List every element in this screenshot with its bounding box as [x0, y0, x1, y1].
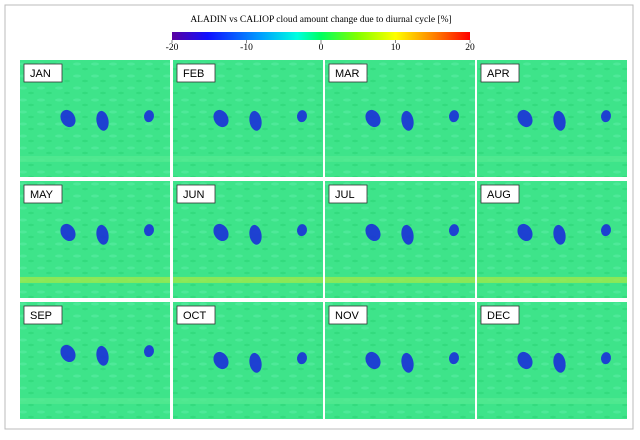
map-band [325, 398, 475, 404]
map-panel: JUL [325, 181, 475, 298]
map-band [325, 156, 475, 162]
map-band [20, 277, 170, 283]
map-panel: MAY [20, 181, 170, 298]
map-panel: FEB [173, 60, 323, 177]
map-band [20, 398, 170, 404]
panel-label: JAN [30, 68, 51, 80]
title: ALADIN vs CALIOP cloud amount change due… [190, 15, 451, 25]
map-panel: AUG [477, 181, 627, 298]
map-panel: JUN [173, 181, 323, 298]
panel-label: OCT [183, 310, 207, 322]
colorbar-tick-label: -10 [240, 43, 253, 53]
map-panel: MAR [325, 60, 475, 177]
panel-label: MAY [30, 189, 54, 201]
colorbar-tick-label: 0 [319, 43, 324, 53]
colorbar-tick-label: 20 [465, 43, 475, 53]
map-panel: SEP [20, 302, 170, 419]
panel-label: AUG [487, 189, 511, 201]
map-panel: JAN [20, 60, 170, 177]
map-band [477, 156, 627, 162]
colorbar-tick-label: 10 [391, 43, 401, 53]
panel-label: SEP [30, 310, 52, 322]
panel-label: NOV [335, 310, 360, 322]
map-band [20, 156, 170, 162]
map-band [477, 398, 627, 404]
map-band [173, 277, 323, 283]
map-panel: NOV [325, 302, 475, 419]
panel-label: MAR [335, 68, 360, 80]
map-band [477, 277, 627, 283]
figure: ALADIN vs CALIOP cloud amount change due… [0, 0, 640, 435]
colorbar [172, 32, 470, 40]
panel-label: FEB [183, 68, 204, 80]
panel-label: APR [487, 68, 510, 80]
map-band [173, 156, 323, 162]
map-panel: APR [477, 60, 627, 177]
map-panel: OCT [173, 302, 323, 419]
panel-label: JUN [183, 189, 204, 201]
panel-label: JUL [335, 189, 355, 201]
map-band [325, 277, 475, 283]
map-panel: DEC [477, 302, 627, 419]
panel-label: DEC [487, 310, 510, 322]
colorbar-tick-label: -20 [166, 43, 179, 53]
map-band [173, 398, 323, 404]
